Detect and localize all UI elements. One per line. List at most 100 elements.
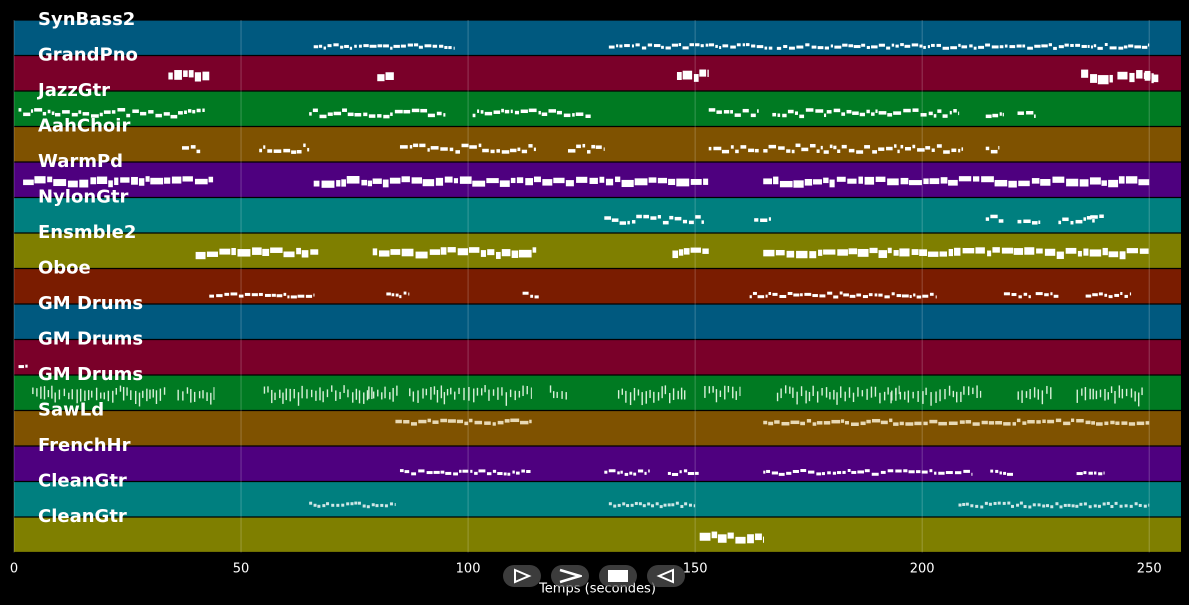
note	[358, 44, 362, 48]
note	[796, 391, 798, 405]
note	[875, 176, 886, 182]
play-button[interactable]	[503, 565, 541, 587]
note	[433, 386, 436, 395]
note	[605, 178, 614, 186]
note	[296, 149, 302, 154]
note-cluster	[776, 385, 900, 405]
note	[58, 389, 61, 400]
note	[1099, 214, 1104, 219]
note	[887, 387, 889, 395]
note	[411, 108, 420, 113]
note	[238, 294, 244, 298]
note	[1077, 250, 1082, 257]
note	[831, 419, 841, 424]
note	[935, 295, 937, 299]
note	[168, 72, 173, 80]
stop-button[interactable]	[599, 565, 637, 587]
note	[1091, 421, 1096, 425]
note	[954, 471, 962, 475]
note	[801, 147, 809, 152]
note	[724, 385, 726, 400]
note	[842, 470, 846, 474]
note	[401, 248, 414, 257]
note	[432, 44, 438, 48]
note	[599, 176, 605, 183]
note	[375, 504, 379, 508]
note-cluster	[763, 176, 1150, 188]
note	[30, 109, 34, 113]
note	[857, 248, 869, 257]
note	[400, 44, 406, 48]
note	[54, 112, 61, 117]
note	[528, 144, 533, 148]
note	[667, 503, 671, 507]
note	[763, 178, 773, 185]
note	[608, 469, 616, 473]
note	[591, 144, 596, 149]
note	[800, 386, 803, 397]
track-label: GM Drums	[38, 293, 143, 314]
note	[1070, 220, 1074, 225]
note	[237, 249, 251, 257]
note	[1124, 504, 1128, 508]
note	[621, 388, 623, 395]
note	[187, 109, 192, 113]
note	[893, 111, 902, 115]
note	[715, 44, 718, 48]
note	[804, 178, 813, 186]
note	[695, 215, 701, 219]
note	[478, 469, 486, 473]
note	[829, 179, 835, 188]
note	[433, 470, 440, 474]
note-cluster	[772, 108, 960, 119]
note	[533, 147, 536, 152]
note	[693, 74, 699, 82]
track-label: WarmPd	[38, 151, 123, 172]
note	[394, 503, 396, 507]
note	[810, 143, 816, 148]
note	[961, 147, 964, 151]
note	[630, 503, 634, 507]
note	[992, 247, 1000, 253]
note	[1118, 176, 1125, 184]
note	[270, 247, 283, 253]
note	[259, 148, 263, 153]
note	[824, 113, 827, 118]
note	[775, 249, 785, 256]
note	[678, 43, 682, 47]
forward-button[interactable]	[551, 565, 589, 587]
note	[604, 470, 608, 474]
note	[713, 146, 722, 151]
note-cluster	[763, 143, 964, 154]
note-cluster	[672, 247, 709, 259]
note	[210, 392, 212, 405]
note	[799, 114, 805, 119]
note	[878, 111, 887, 115]
note	[399, 469, 404, 473]
note	[195, 251, 206, 260]
note-cluster	[1017, 219, 1041, 225]
note	[784, 385, 787, 394]
note	[146, 388, 148, 402]
rewind-button[interactable]	[647, 565, 685, 587]
note	[768, 46, 773, 50]
note	[520, 109, 528, 114]
note	[671, 503, 675, 507]
note	[487, 249, 495, 256]
note	[409, 145, 413, 149]
note	[818, 249, 823, 256]
note	[1033, 387, 1036, 398]
note	[1055, 502, 1059, 506]
note	[909, 295, 912, 299]
note	[683, 469, 688, 473]
note	[682, 46, 689, 50]
note	[789, 386, 791, 394]
note	[1104, 43, 1108, 47]
note	[911, 43, 919, 47]
note	[415, 251, 428, 259]
note	[190, 389, 192, 403]
note	[805, 390, 807, 404]
note	[1129, 72, 1135, 83]
note	[347, 112, 354, 117]
note	[1003, 471, 1007, 475]
